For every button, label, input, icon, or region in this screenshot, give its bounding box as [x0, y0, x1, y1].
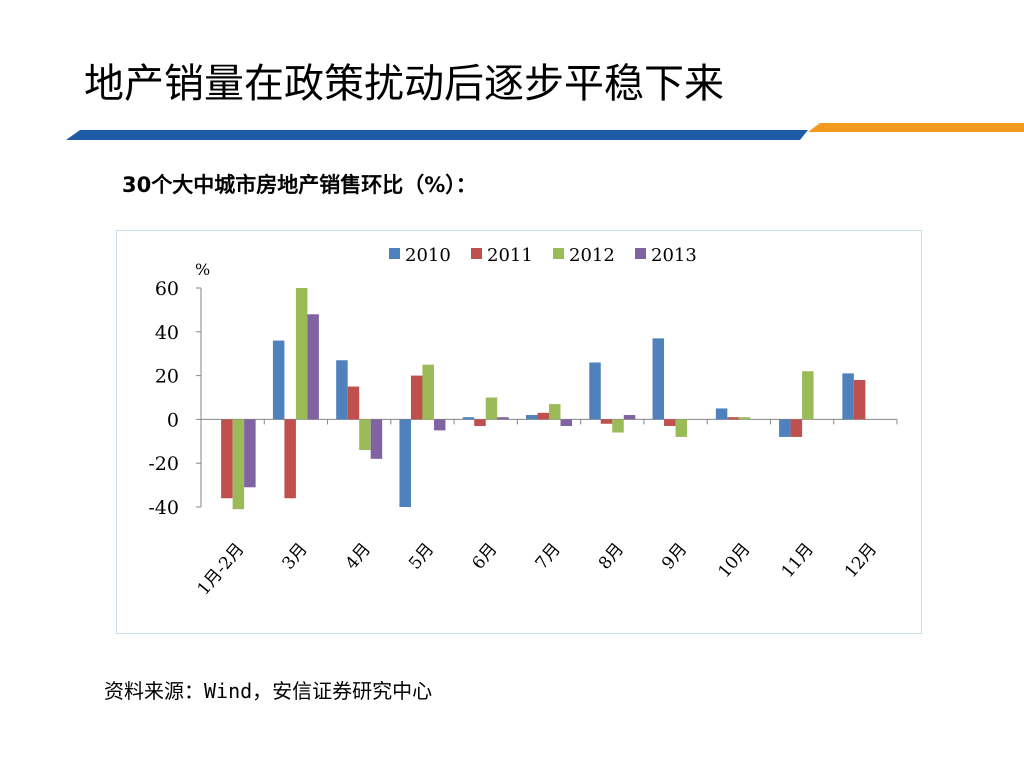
title-underline-blue	[66, 130, 808, 140]
legend-swatch-2011	[471, 248, 482, 259]
bar-2010	[779, 419, 791, 437]
bar-2012	[612, 419, 624, 433]
y-tick-label: 40	[155, 322, 179, 344]
source-note: 资料来源：Wind，安信证券研究中心	[104, 679, 433, 703]
y-axis-label: %	[195, 260, 210, 279]
bar-2010	[652, 338, 665, 420]
legend-label-2013: 2013	[651, 245, 697, 266]
x-tick-label: 3月	[279, 539, 312, 573]
x-tick-label: 6月	[468, 539, 501, 573]
x-tick-label: 11月	[778, 539, 818, 581]
x-tick-label: 10月	[714, 539, 754, 581]
bar-2010	[589, 362, 601, 420]
bar-2012	[549, 404, 561, 420]
bar-2011	[474, 419, 486, 426]
bar-2012	[359, 419, 371, 451]
bar-2011	[790, 419, 803, 437]
bar-2011	[347, 386, 360, 420]
x-tick-label: 5月	[405, 539, 438, 573]
y-tick-label: 20	[155, 366, 179, 388]
bar-2011	[600, 419, 613, 424]
bar-2013	[497, 417, 509, 420]
bar-2010	[526, 415, 538, 420]
x-tick-label: 9月	[658, 539, 691, 573]
y-tick-label: 0	[167, 409, 179, 431]
bar-2013	[623, 415, 636, 420]
bar-2010	[336, 360, 348, 420]
bar-2013	[560, 419, 572, 426]
bar-2010	[272, 340, 285, 420]
bar-2011	[537, 412, 549, 420]
x-tick-label: 8月	[595, 539, 628, 573]
bar-2011	[727, 417, 739, 420]
legend-swatch-2010	[389, 248, 400, 259]
legend-swatch-2013	[635, 248, 646, 259]
bar-2013	[307, 314, 319, 420]
chart-frame: 60 40 20 0 -20 -40% 1月-2月 3月 4月 5月 6月 7月 8月 9月 10月 11月 1…	[116, 230, 922, 634]
bar-2011	[853, 379, 866, 420]
bar-2012	[738, 417, 751, 420]
bar-2012	[295, 288, 308, 420]
bar-2011	[221, 419, 233, 499]
slide-title: 地产销量在政策扰动后逐步平稳下来	[84, 61, 724, 107]
legend-swatch-2012	[553, 248, 564, 259]
title-underline-orange	[808, 123, 1024, 132]
bar-2010	[399, 419, 411, 507]
legend-label-2012: 2012	[569, 245, 615, 266]
bar-2012	[802, 371, 814, 420]
bar-2011	[664, 419, 676, 426]
bar-2012	[675, 419, 688, 437]
bar-2010	[842, 373, 854, 420]
bar-chart: 60 40 20 0 -20 -40% 1月-2月 3月 4月 5月 6月 7月 8月 9月 10月 11月 1…	[148, 245, 898, 599]
bar-2013	[370, 419, 383, 459]
x-tick-label: 1月-2月	[194, 539, 249, 599]
chart-title: 30个大中城市房地产销售环比（%）：	[122, 173, 477, 197]
bar-2012	[485, 397, 498, 420]
title-underline	[66, 123, 1024, 140]
bar-2011	[284, 419, 296, 499]
x-tick-label: 7月	[532, 539, 565, 573]
bar-2013	[244, 419, 256, 488]
legend-label-2011: 2011	[487, 245, 533, 266]
bar-2012	[232, 419, 245, 510]
bar-2013	[433, 419, 446, 431]
bar-2010	[715, 408, 728, 420]
bar-2012	[422, 364, 434, 420]
legend-label-2010: 2010	[405, 245, 451, 266]
bar-2011	[410, 375, 423, 420]
x-tick-label: 12月	[841, 539, 881, 581]
x-tick-label: 4月	[342, 539, 375, 573]
y-tick-label: -40	[148, 497, 179, 519]
y-tick-label: 60	[155, 278, 179, 300]
bar-2010	[462, 417, 475, 420]
y-tick-label: -20	[148, 453, 179, 475]
